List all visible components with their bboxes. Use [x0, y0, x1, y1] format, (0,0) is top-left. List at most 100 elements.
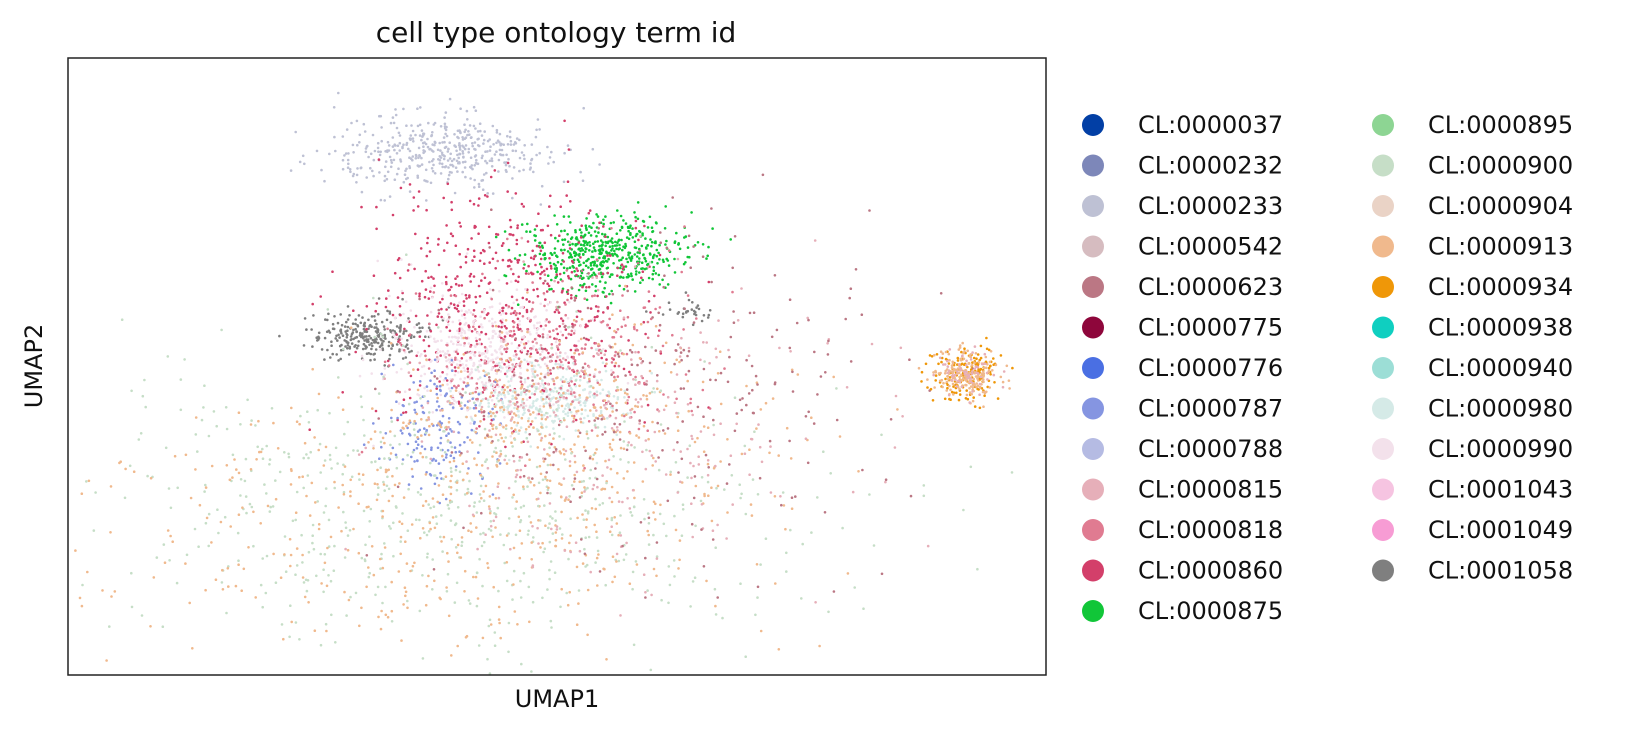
data-point	[495, 425, 498, 429]
data-point	[374, 340, 378, 344]
data-point	[410, 344, 413, 348]
data-point	[392, 158, 396, 162]
data-point	[539, 491, 542, 495]
data-point	[438, 162, 442, 165]
data-point	[623, 420, 626, 423]
data-point	[584, 372, 587, 376]
data-point	[171, 540, 174, 543]
data-point	[294, 518, 298, 522]
data-point	[436, 148, 440, 152]
data-point	[673, 362, 676, 366]
data-point	[387, 499, 391, 503]
data-point	[585, 228, 588, 231]
data-point	[241, 506, 244, 510]
data-point	[516, 258, 519, 262]
data-point	[545, 395, 549, 399]
data-point	[697, 463, 701, 466]
data-point	[529, 332, 532, 336]
data-point	[684, 373, 688, 376]
data-point	[700, 503, 704, 506]
data-point	[577, 260, 581, 264]
data-point	[592, 221, 595, 225]
data-point	[530, 541, 533, 544]
data-point	[523, 378, 527, 381]
data-point	[495, 362, 499, 366]
data-point	[764, 537, 768, 540]
data-point	[437, 484, 441, 487]
data-point	[322, 568, 325, 571]
data-point	[576, 369, 579, 373]
data-point	[546, 588, 549, 591]
data-point	[491, 324, 495, 328]
data-point	[684, 291, 688, 294]
data-point	[647, 516, 651, 520]
data-point	[389, 527, 392, 530]
data-point	[584, 250, 587, 253]
data-point	[662, 522, 666, 526]
data-point	[311, 302, 315, 306]
data-point	[508, 357, 512, 360]
data-point	[612, 379, 616, 383]
data-point	[596, 288, 600, 292]
data-point	[654, 221, 658, 224]
data-point	[581, 562, 585, 565]
data-point	[404, 169, 407, 173]
data-point	[432, 457, 435, 461]
data-point	[710, 207, 713, 210]
data-point	[439, 448, 443, 452]
data-point	[408, 434, 412, 437]
data-point	[401, 458, 405, 461]
data-point	[544, 387, 547, 390]
data-point	[568, 300, 571, 304]
data-point	[597, 249, 601, 252]
data-point	[554, 531, 558, 534]
data-point	[627, 253, 630, 257]
data-point	[538, 347, 541, 351]
data-point	[514, 475, 518, 479]
data-point	[396, 144, 400, 147]
data-point	[491, 387, 495, 390]
data-point	[402, 332, 405, 335]
data-point	[352, 309, 355, 313]
data-point	[320, 168, 323, 172]
data-point	[461, 160, 465, 164]
data-point	[701, 243, 705, 246]
data-point	[562, 395, 566, 399]
data-point	[478, 493, 482, 496]
data-point	[439, 156, 443, 159]
data-point	[604, 259, 608, 263]
data-point	[433, 579, 436, 583]
data-point	[331, 322, 335, 326]
data-point	[699, 430, 703, 433]
data-point	[690, 476, 693, 480]
data-point	[538, 377, 542, 380]
data-point	[591, 273, 594, 277]
data-point	[428, 250, 432, 253]
data-point	[457, 332, 461, 335]
data-point	[591, 487, 595, 491]
data-point	[482, 352, 486, 355]
data-point	[503, 561, 507, 565]
data-point	[537, 519, 540, 522]
data-point	[504, 436, 508, 439]
data-point	[491, 440, 494, 443]
data-point	[506, 385, 509, 389]
data-point	[466, 247, 470, 251]
data-point	[488, 429, 491, 432]
data-point	[638, 251, 641, 255]
data-point	[677, 311, 681, 314]
data-point	[571, 325, 574, 328]
data-point	[331, 352, 335, 356]
data-point	[607, 257, 610, 261]
data-point	[663, 432, 667, 435]
data-point	[360, 335, 363, 339]
data-point	[268, 458, 272, 461]
data-point	[578, 276, 582, 280]
data-point	[411, 137, 415, 140]
data-point	[576, 269, 579, 273]
data-point	[451, 397, 455, 401]
data-point	[425, 455, 428, 459]
data-point	[577, 264, 581, 267]
data-point	[362, 418, 365, 422]
data-point	[669, 473, 672, 476]
